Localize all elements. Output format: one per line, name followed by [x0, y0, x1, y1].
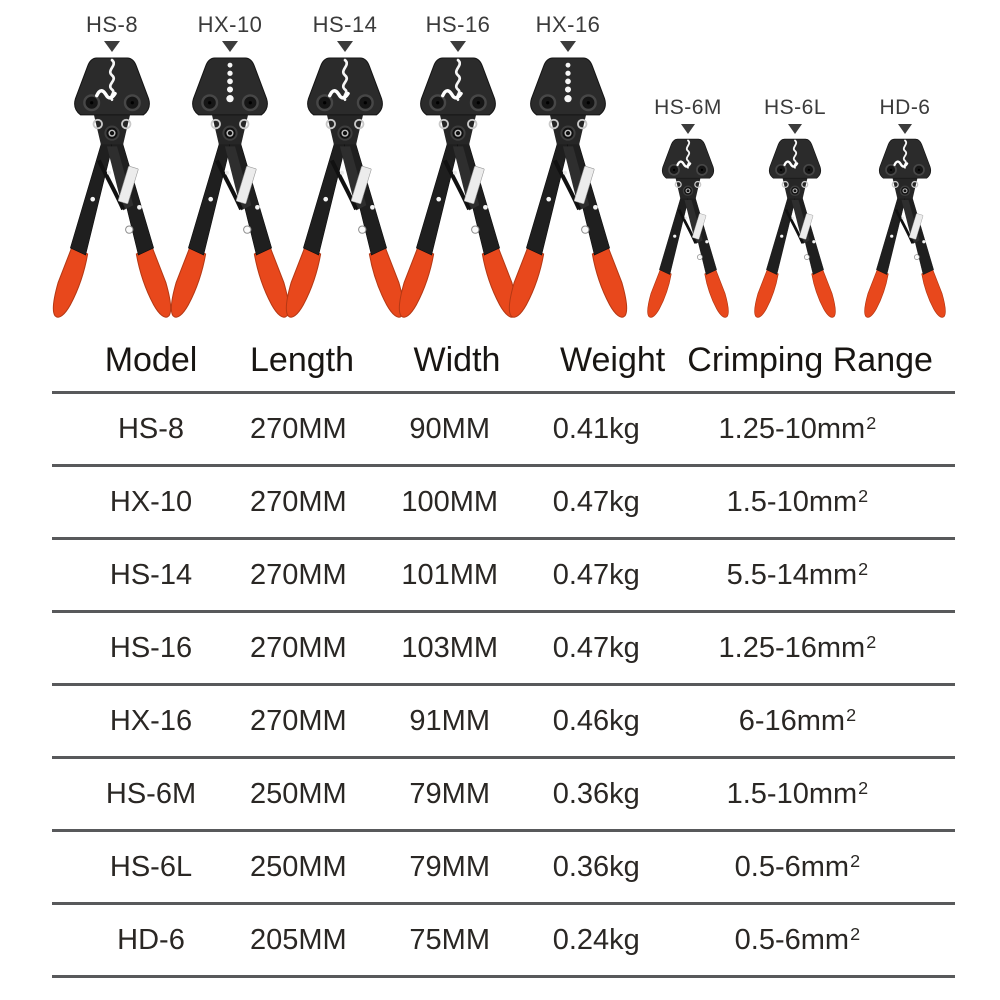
table-row: HX-16 270MM 91MM 0.46kg 6-16mm 2 [52, 686, 955, 759]
tool-label: HD-6 [879, 96, 931, 119]
cell-width: 90MM [409, 412, 490, 445]
cell-length: 270MM [250, 558, 347, 591]
cell-length: 270MM [250, 412, 347, 445]
cell-length: 205MM [250, 923, 347, 956]
crimping-tool-image [169, 55, 291, 321]
cell-crimping-range: 5.5-14mm 2 [726, 558, 869, 591]
range-value: 0.5-6mm [734, 923, 850, 956]
range-value: 0.5-6mm [734, 850, 850, 883]
tool-label: HX-10 [197, 12, 263, 37]
cell-width: 91MM [409, 704, 490, 737]
down-arrow-icon [560, 41, 576, 53]
range-value: 1.25-10mm [718, 412, 866, 445]
cell-weight: 0.36kg [552, 777, 640, 810]
cell-length: 270MM [250, 485, 347, 518]
down-arrow-icon [104, 41, 120, 53]
tool-label: HX-16 [535, 12, 601, 37]
cell-weight: 0.47kg [552, 558, 640, 591]
cell-crimping-range: 0.5-6mm 2 [734, 923, 861, 956]
header-width: Width [413, 341, 501, 379]
down-arrow-icon [222, 41, 238, 53]
cell-weight: 0.46kg [552, 704, 640, 737]
cell-width: 79MM [409, 850, 490, 883]
tool-figure-hs-16: HS-16 [397, 12, 519, 321]
header-crimping-range: Crimping Range [687, 341, 933, 379]
tool-label: HS-16 [425, 12, 491, 37]
spec-table-body: HS-8 270MM 90MM 0.41kg 1.25-10mm 2 HX-10 … [52, 394, 955, 978]
tool-label: HS-8 [85, 12, 139, 37]
cell-model: HD-6 [117, 923, 185, 956]
crimping-tool-image [397, 55, 519, 321]
cell-model: HS-16 [109, 631, 193, 664]
range-value: 1.5-10mm [726, 485, 858, 518]
cell-weight: 0.41kg [552, 412, 640, 445]
header-length: Length [250, 341, 354, 379]
cell-model: HS-6M [105, 777, 197, 810]
cell-crimping-range: 1.5-10mm 2 [726, 485, 869, 518]
cell-weight: 0.36kg [552, 850, 640, 883]
crimping-tool-image [51, 55, 173, 321]
cell-width: 101MM [401, 558, 499, 591]
tool-label: HS-6L [763, 96, 827, 119]
cell-model: HS-6L [109, 850, 193, 883]
table-row: HS-8 270MM 90MM 0.41kg 1.25-10mm 2 [52, 394, 955, 467]
cell-crimping-range: 0.5-6mm 2 [734, 850, 861, 883]
tool-figure-hs-8: HS-8 [51, 12, 173, 321]
cell-model: HX-10 [109, 485, 193, 518]
cell-length: 250MM [250, 777, 347, 810]
tool-figure-hx-16: HX-16 [507, 12, 629, 321]
spec-table-header-row: Model Length Width Weight Crimping Range [52, 330, 955, 394]
cell-crimping-range: 1.25-10mm 2 [718, 412, 877, 445]
table-row: HS-6M 250MM 79MM 0.36kg 1.5-10mm 2 [52, 759, 955, 832]
tool-figure-hs-6l: HS-6L [753, 96, 837, 320]
tool-label: HS-14 [312, 12, 378, 37]
range-value: 1.25-16mm [718, 631, 866, 664]
cell-width: 100MM [401, 485, 499, 518]
down-arrow-icon [788, 124, 802, 135]
crimping-tool-image [507, 55, 629, 321]
crimping-tool-image [863, 137, 947, 320]
table-row: HS-16 270MM 103MM 0.47kg 1.25-16mm 2 [52, 613, 955, 686]
tool-figure-hs-14: HS-14 [284, 12, 406, 321]
tool-figure-hx-10: HX-10 [169, 12, 291, 321]
cell-length: 270MM [250, 631, 347, 664]
range-value: 5.5-14mm [726, 558, 858, 591]
crimping-tool-image [284, 55, 406, 321]
down-arrow-icon [681, 124, 695, 135]
tool-figure-hs-6m: HS-6M [646, 96, 730, 320]
table-row: HD-6 205MM 75MM 0.24kg 0.5-6mm 2 [52, 905, 955, 978]
cell-model: HS-14 [109, 558, 193, 591]
cell-model: HX-16 [109, 704, 193, 737]
cell-width: 103MM [401, 631, 499, 664]
header-model: Model [104, 341, 198, 379]
cell-length: 270MM [250, 704, 347, 737]
cell-crimping-range: 6-16mm 2 [738, 704, 857, 737]
down-arrow-icon [337, 41, 353, 53]
tool-figure-hd-6: HD-6 [863, 96, 947, 320]
cell-model: HS-8 [117, 412, 185, 445]
spec-table: Model Length Width Weight Crimping Range… [52, 330, 955, 978]
tools-gallery: HS-8 HX-10 HS-14 HS-16 HX-16 HS-6M [0, 0, 1000, 330]
cell-weight: 0.24kg [552, 923, 640, 956]
header-weight: Weight [560, 341, 666, 379]
cell-width: 75MM [409, 923, 490, 956]
cell-crimping-range: 1.25-16mm 2 [718, 631, 877, 664]
cell-crimping-range: 1.5-10mm 2 [726, 777, 869, 810]
cell-length: 250MM [250, 850, 347, 883]
table-row: HS-14 270MM 101MM 0.47kg 5.5-14mm 2 [52, 540, 955, 613]
cell-weight: 0.47kg [552, 631, 640, 664]
range-value: 6-16mm [738, 704, 846, 737]
table-row: HS-6L 250MM 79MM 0.36kg 0.5-6mm 2 [52, 832, 955, 905]
cell-width: 79MM [409, 777, 490, 810]
down-arrow-icon [450, 41, 466, 53]
table-row: HX-10 270MM 100MM 0.47kg 1.5-10mm 2 [52, 467, 955, 540]
crimping-tool-image [753, 137, 837, 320]
tool-label: HS-6M [654, 96, 722, 119]
cell-weight: 0.47kg [552, 485, 640, 518]
crimping-tool-image [646, 137, 730, 320]
range-value: 1.5-10mm [726, 777, 858, 810]
down-arrow-icon [898, 124, 912, 135]
